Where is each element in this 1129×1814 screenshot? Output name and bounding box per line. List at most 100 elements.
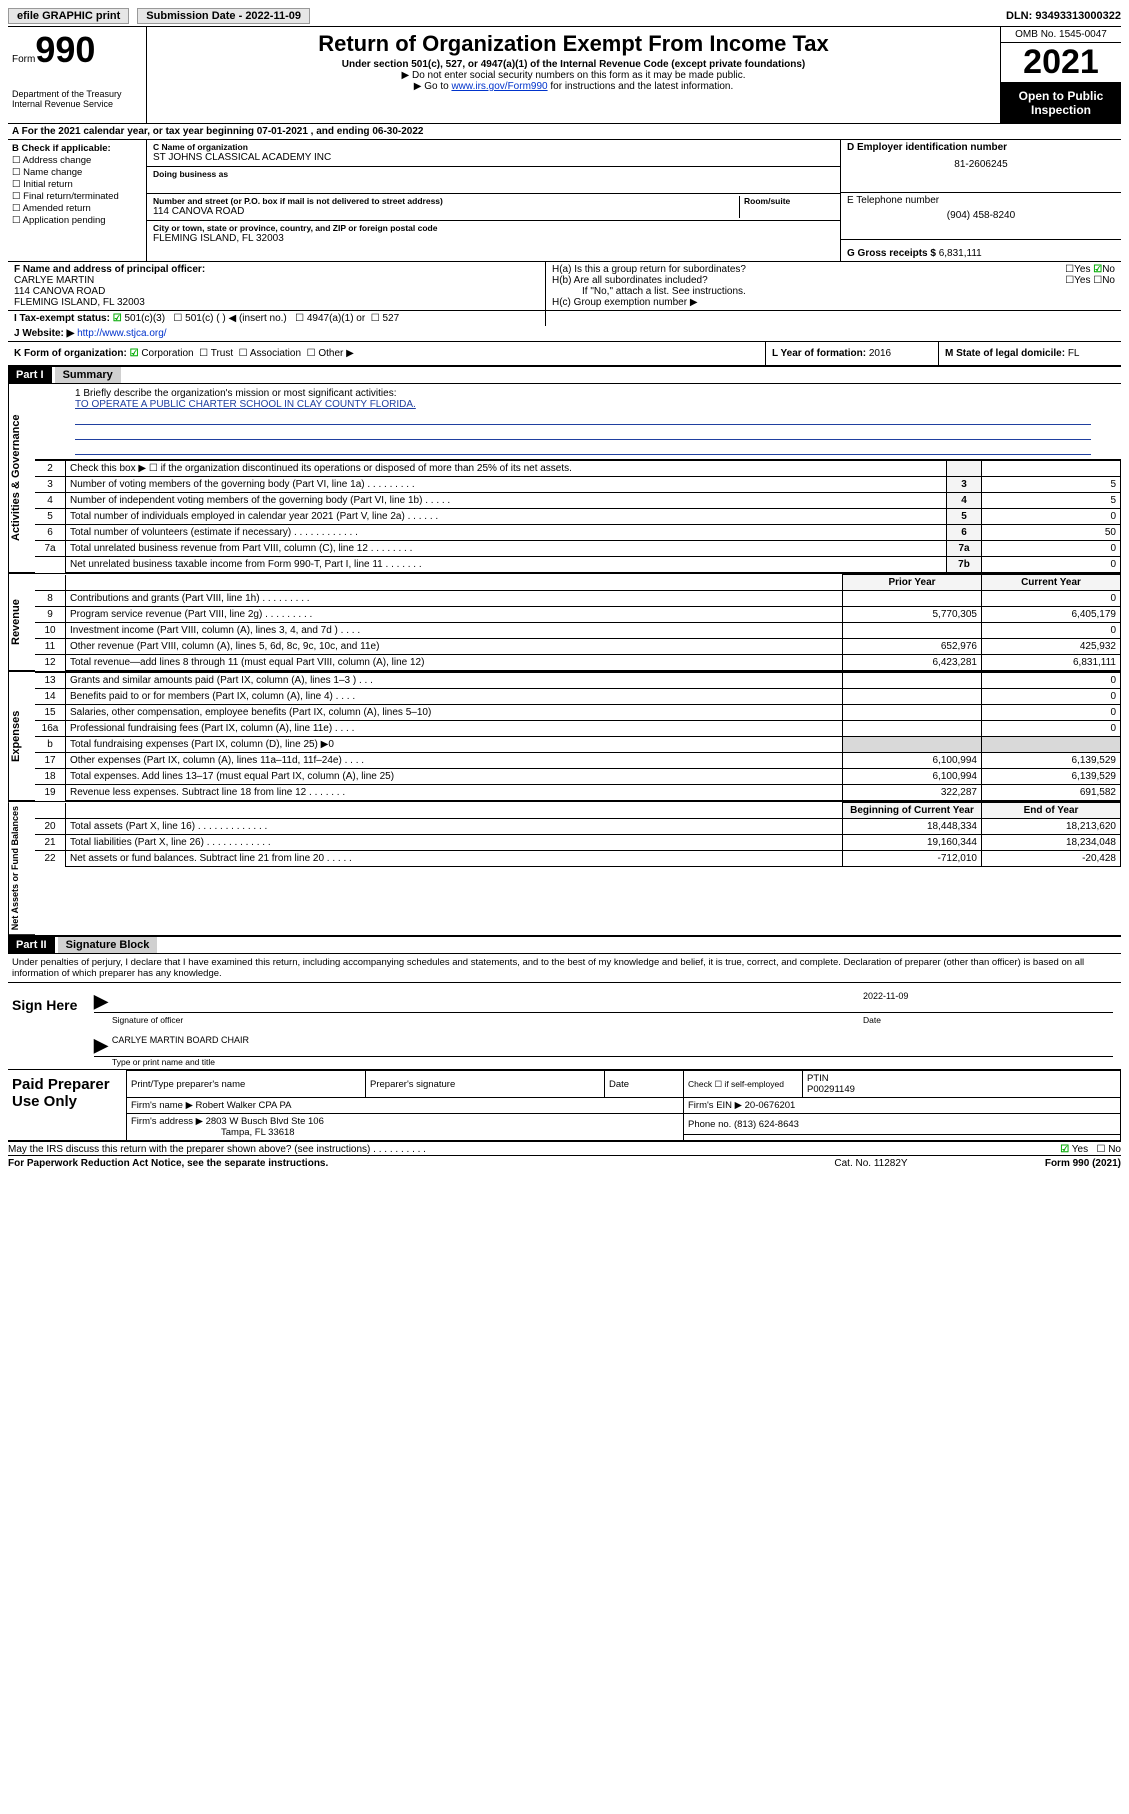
- sig-officer-label: Signature of officer: [112, 1015, 863, 1025]
- check-501c3[interactable]: ☑: [113, 313, 122, 324]
- submission-date-button[interactable]: Submission Date - 2022-11-09: [137, 8, 310, 24]
- line-desc: Revenue less expenses. Subtract line 18 …: [66, 785, 843, 801]
- topbar: efile GRAPHIC print Submission Date - 20…: [8, 8, 1121, 27]
- prior-value: 6,100,994: [843, 753, 982, 769]
- line-value: 5: [982, 493, 1121, 509]
- k-label: K Form of organization:: [14, 348, 127, 359]
- cat-number: Cat. No. 11282Y: [771, 1158, 971, 1169]
- part-i-badge: Part I: [8, 367, 52, 383]
- check-application-pending[interactable]: ☐ Application pending: [12, 215, 142, 226]
- row-j: J Website: ▶ http://www.stjca.org/: [8, 326, 1121, 342]
- col-b-title: B Check if applicable:: [12, 143, 142, 154]
- col-b-checks: B Check if applicable: ☐ Address change …: [8, 140, 147, 261]
- current-value: 691,582: [982, 785, 1121, 801]
- line-label: 4: [947, 493, 982, 509]
- current-value: 0: [982, 673, 1121, 689]
- current-value: 0: [982, 623, 1121, 639]
- current-value: 0: [982, 721, 1121, 737]
- efile-button[interactable]: efile GRAPHIC print: [8, 8, 129, 24]
- row-f-h: F Name and address of principal officer:…: [8, 262, 1121, 311]
- check-address-change[interactable]: ☐ Address change: [12, 155, 142, 166]
- f-officer-name: CARLYE MARTIN: [14, 275, 539, 286]
- side-label-net: Net Assets or Fund Balances: [8, 802, 35, 935]
- discuss-row: May the IRS discuss this return with the…: [8, 1142, 1121, 1155]
- firm-name-row: Firm's name ▶ Robert Walker CPA PA: [127, 1098, 684, 1114]
- current-value: 0: [982, 705, 1121, 721]
- website-link[interactable]: http://www.stjca.org/: [77, 328, 166, 339]
- eoy-value: -20,428: [982, 851, 1121, 867]
- prior-value: 6,100,994: [843, 769, 982, 785]
- form-number: 990: [35, 29, 95, 70]
- prior-value: [843, 623, 982, 639]
- form-title: Return of Organization Exempt From Incom…: [153, 31, 994, 57]
- line-label: 5: [947, 509, 982, 525]
- prior-value: 652,976: [843, 639, 982, 655]
- firm-addr-row: Firm's address ▶ 2803 W Busch Blvd Ste 1…: [127, 1114, 684, 1141]
- part-ii-title: Signature Block: [58, 937, 158, 953]
- line-label: 3: [947, 477, 982, 493]
- line-num: 17: [35, 753, 66, 769]
- eoy-header: End of Year: [982, 803, 1121, 819]
- line-desc: Grants and similar amounts paid (Part IX…: [66, 673, 843, 689]
- subtitle-3: ▶ Go to www.irs.gov/Form990 for instruct…: [153, 81, 994, 92]
- org-name-label: C Name of organization: [153, 142, 834, 152]
- check-amended-return[interactable]: ☐ Amended return: [12, 203, 142, 214]
- current-value: 0: [982, 689, 1121, 705]
- line-num: 8: [35, 591, 66, 607]
- line-value: 0: [982, 541, 1121, 557]
- boy-value: 18,448,334: [843, 819, 982, 835]
- discuss-question: May the IRS discuss this return with the…: [8, 1144, 1060, 1155]
- prior-value: [843, 591, 982, 607]
- side-label-revenue: Revenue: [8, 574, 35, 671]
- check-initial-return[interactable]: ☐ Initial return: [12, 179, 142, 190]
- line-value: [982, 461, 1121, 477]
- prep-h1: Print/Type preparer's name: [127, 1071, 366, 1098]
- line-desc: Net unrelated business taxable income fr…: [66, 557, 947, 573]
- line-num: 20: [35, 819, 66, 835]
- check-name-change[interactable]: ☐ Name change: [12, 167, 142, 178]
- street-value: 114 CANOVA ROAD: [153, 206, 735, 217]
- line-desc: Total number of volunteers (estimate if …: [66, 525, 947, 541]
- street-label: Number and street (or P.O. box if mail i…: [153, 196, 735, 206]
- ha-row: H(a) Is this a group return for subordin…: [552, 264, 1115, 275]
- line-num: b: [35, 737, 66, 753]
- tax-year: 2021: [1001, 43, 1121, 83]
- side-label-governance: Activities & Governance: [8, 384, 35, 573]
- preparer-table: Print/Type preparer's name Preparer's si…: [126, 1070, 1121, 1140]
- line-label: 6: [947, 525, 982, 541]
- form-header: Form990 Department of the Treasury Inter…: [8, 27, 1121, 124]
- current-year-header: Current Year: [982, 575, 1121, 591]
- check-final-return[interactable]: ☐ Final return/terminated: [12, 191, 142, 202]
- discuss-yes-check[interactable]: ☑: [1060, 1144, 1069, 1155]
- identity-block: B Check if applicable: ☐ Address change …: [8, 140, 1121, 262]
- line-desc: Total unrelated business revenue from Pa…: [66, 541, 947, 557]
- officer-name-label: Type or print name and title: [94, 1057, 1113, 1067]
- hc-row: H(c) Group exemption number ▶: [552, 297, 1115, 308]
- prep-h2: Preparer's signature: [366, 1071, 605, 1098]
- line-num: 3: [35, 477, 66, 493]
- line-num: 19: [35, 785, 66, 801]
- mission-block: 1 Briefly describe the organization's mi…: [35, 384, 1121, 460]
- city-value: FLEMING ISLAND, FL 32003: [153, 233, 834, 244]
- line-num: 4: [35, 493, 66, 509]
- mission-text: TO OPERATE A PUBLIC CHARTER SCHOOL IN CL…: [75, 399, 1091, 410]
- line-desc: Check this box ▶ ☐ if the organization d…: [66, 461, 947, 477]
- hb-note: If "No," attach a list. See instructions…: [552, 286, 1115, 297]
- footer-bottom: For Paperwork Reduction Act Notice, see …: [8, 1155, 1121, 1169]
- check-corporation[interactable]: ☑: [130, 348, 139, 359]
- phone-value: (904) 458-8240: [847, 206, 1115, 221]
- penalty-statement: Under penalties of perjury, I declare th…: [8, 954, 1121, 983]
- governance-table: 2 Check this box ▶ ☐ if the organization…: [35, 460, 1121, 573]
- line-num: 10: [35, 623, 66, 639]
- line-num: 9: [35, 607, 66, 623]
- form-id-box: Form990 Department of the Treasury Inter…: [8, 27, 147, 123]
- net-assets-section: Net Assets or Fund Balances Beginning of…: [8, 802, 1121, 937]
- line-desc: Number of voting members of the governin…: [66, 477, 947, 493]
- line-label: [947, 461, 982, 477]
- open-inspection-badge: Open to Public Inspection: [1001, 83, 1121, 123]
- irs-link[interactable]: www.irs.gov/Form990: [451, 81, 547, 92]
- line-value: 0: [982, 509, 1121, 525]
- sig-date-label: Date: [863, 1015, 1113, 1025]
- line-num: 14: [35, 689, 66, 705]
- sig-of-officer: [112, 991, 863, 1012]
